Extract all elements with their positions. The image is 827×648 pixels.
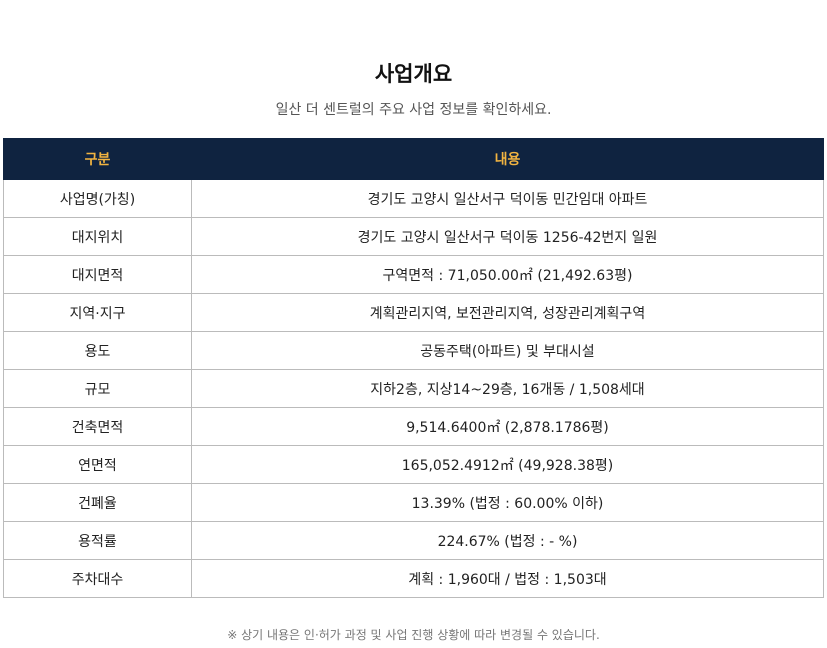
content-cell: 계획관리지역, 보전관리지역, 성장관리계획구역	[191, 293, 824, 332]
label-cell: 규모	[3, 369, 192, 408]
label-cell: 대지면적	[3, 255, 192, 294]
content-cell: 공동주택(아파트) 및 부대시설	[191, 331, 824, 370]
table-row: 연면적 165,052.4912㎡ (49,928.38평)	[3, 445, 824, 484]
label-cell: 연면적	[3, 445, 192, 484]
table-row: 용적률 224.67% (법정 : - %)	[3, 521, 824, 560]
label-cell: 용도	[3, 331, 192, 370]
subtitle: 일산 더 센트럴의 주요 사업 정보를 확인하세요.	[275, 102, 552, 118]
content-cell: 13.39% (법정 : 60.00% 이하)	[191, 483, 824, 522]
content-cell: 9,514.6400㎡ (2,878.1786평)	[191, 407, 824, 446]
content-cell: 224.67% (법정 : - %)	[191, 521, 824, 560]
content-cell: 경기도 고양시 일산서구 덕이동 민간임대 아파트	[191, 179, 824, 218]
content-cell: 경기도 고양시 일산서구 덕이동 1256-42번지 일원	[191, 217, 824, 256]
overview-table: 구분 내용 사업명(가칭) 경기도 고양시 일산서구 덕이동 민간임대 아파트 대지위…	[3, 138, 824, 598]
label-cell: 지역·지구	[3, 293, 192, 332]
table-row: 사업명(가칭) 경기도 고양시 일산서구 덕이동 민간임대 아파트	[3, 179, 824, 218]
content-cell: 165,052.4912㎡ (49,928.38평)	[191, 445, 824, 484]
footnote: ※ 상기 내용은 인·허가 과정 및 사업 진행 상황에 따라 변경될 수 있습…	[227, 628, 600, 642]
table-row: 용도 공동주택(아파트) 및 부대시설	[3, 331, 824, 370]
title: 사업개요	[374, 62, 453, 86]
table-row: 대지위치 경기도 고양시 일산서구 덕이동 1256-42번지 일원	[3, 217, 824, 256]
content-cell: 계획 : 1,960대 / 법정 : 1,503대	[191, 559, 824, 598]
table-body: 사업명(가칭) 경기도 고양시 일산서구 덕이동 민간임대 아파트 대지위치 경기도 …	[3, 179, 824, 598]
header-row: 구분 내용	[3, 138, 824, 180]
table-row: 지역·지구 계획관리지역, 보전관리지역, 성장관리계획구역	[3, 293, 824, 332]
table-row: 건폐율 13.39% (법정 : 60.00% 이하)	[3, 483, 824, 522]
column-header: 내용	[191, 138, 824, 180]
label-cell: 사업명(가칭)	[3, 179, 192, 218]
label-cell: 건폐율	[3, 483, 192, 522]
label-cell: 용적률	[3, 521, 192, 560]
table-row: 건축면적 9,514.6400㎡ (2,878.1786평)	[3, 407, 824, 446]
label-cell: 건축면적	[3, 407, 192, 446]
column-header: 구분	[3, 138, 192, 180]
table-row: 주차대수 계획 : 1,960대 / 법정 : 1,503대	[3, 559, 824, 598]
content-cell: 구역면적 : 71,050.00㎡ (21,492.63평)	[191, 255, 824, 294]
label-cell: 주차대수	[3, 559, 192, 598]
label-cell: 대지위치	[3, 217, 192, 256]
table-row: 대지면적 구역면적 : 71,050.00㎡ (21,492.63평)	[3, 255, 824, 294]
table-row: 규모 지하2층, 지상14~29층, 16개동 / 1,508세대	[3, 369, 824, 408]
content-cell: 지하2층, 지상14~29층, 16개동 / 1,508세대	[191, 369, 824, 408]
